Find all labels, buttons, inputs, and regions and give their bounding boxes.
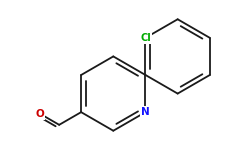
Text: O: O — [36, 109, 44, 119]
Text: N: N — [141, 107, 150, 117]
Text: Cl: Cl — [140, 33, 151, 43]
